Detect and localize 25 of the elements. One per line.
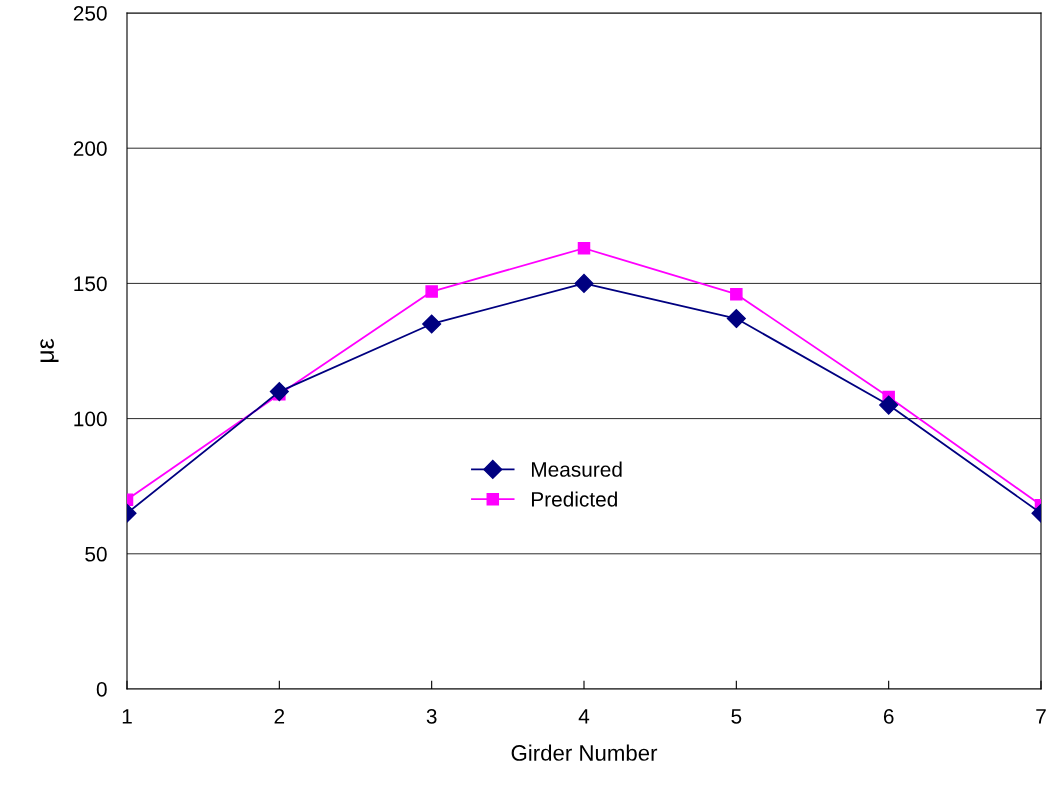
y-tick-label: 150 <box>74 276 107 292</box>
y-tick-label: 0 <box>96 682 107 697</box>
point <box>269 382 289 402</box>
y-tick-label: 50 <box>85 546 107 562</box>
point <box>574 273 594 293</box>
y-tick-label: 200 <box>73 141 107 156</box>
legend-label: Measured <box>532 461 622 477</box>
point <box>425 285 438 298</box>
point <box>422 314 442 334</box>
point <box>726 309 746 329</box>
x-tick-label: 4 <box>578 709 590 724</box>
x-tick-label: 2 <box>274 708 285 724</box>
x-tick-label: 6 <box>883 708 894 724</box>
y-tick-label: 250 <box>73 6 107 21</box>
y-tick-label: 100 <box>74 411 107 427</box>
x-tick-label: 1 <box>122 709 132 724</box>
point <box>577 241 591 255</box>
x-tick-label: 5 <box>731 709 742 724</box>
x-axis-title: Girder Number <box>511 744 658 761</box>
point <box>879 395 899 415</box>
x-tick-label: 7 <box>1036 709 1046 724</box>
point <box>730 287 743 301</box>
y-axis-title: με <box>40 338 59 363</box>
x-tick-label: 3 <box>426 708 437 724</box>
legend-label: Predicted <box>532 491 617 507</box>
